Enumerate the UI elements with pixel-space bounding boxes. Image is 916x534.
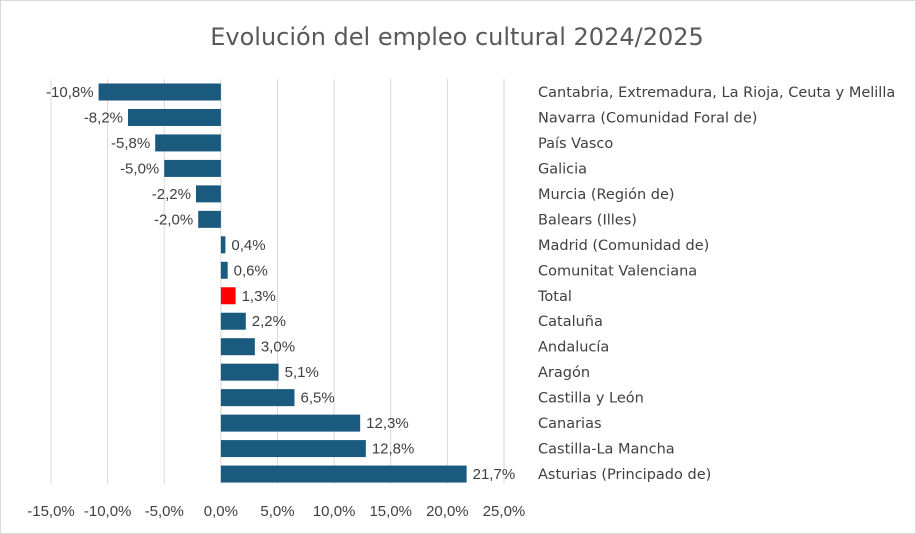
data-label: -5,0% <box>120 160 159 177</box>
bar <box>198 210 221 228</box>
data-label: 21,7% <box>473 466 516 483</box>
bar <box>220 261 228 279</box>
category-label: Total <box>537 289 572 305</box>
category-label: Galicia <box>538 161 587 177</box>
category-labels: Cantabria, Extremadura, La Rioja, Ceuta … <box>537 85 895 483</box>
data-labels: -10,8% -8,2% -5,8% -5,0% -2,2% -2,0% 0,4% 0,6% 1… <box>46 84 515 483</box>
bar <box>164 159 221 177</box>
category-label: Cantabria, Extremadura, La Rioja, Ceuta … <box>538 85 895 101</box>
x-tick-label: 25,0% <box>483 503 526 520</box>
bar <box>220 287 236 305</box>
bar <box>220 465 467 483</box>
data-label: 6,5% <box>300 390 334 407</box>
x-tick-label: 0,0% <box>204 503 238 520</box>
data-label: -2,2% <box>152 186 191 203</box>
bar <box>220 414 361 432</box>
data-label: 0,4% <box>231 237 265 254</box>
category-label: Aragón <box>538 365 590 381</box>
data-label: 12,8% <box>372 441 415 458</box>
chart-title: Evolución del empleo cultural 2024/2025 <box>210 23 704 51</box>
bar <box>220 338 255 356</box>
category-label: Asturias (Principado de) <box>538 467 711 483</box>
data-label: 1,3% <box>242 288 276 305</box>
bar <box>155 134 221 152</box>
data-label: -5,8% <box>111 135 150 152</box>
category-label: Castilla y León <box>538 391 644 407</box>
category-label: País Vasco <box>538 136 613 152</box>
x-tick-label: -10,0% <box>84 503 132 520</box>
bar <box>220 236 226 254</box>
data-label: 3,0% <box>261 339 295 356</box>
data-label: -10,8% <box>46 84 94 101</box>
data-label: 5,1% <box>285 364 319 381</box>
x-tick-label: 15,0% <box>369 503 412 520</box>
category-label: Canarias <box>538 416 602 432</box>
category-label: Cataluña <box>538 314 603 330</box>
bar <box>220 312 246 330</box>
data-label: 12,3% <box>366 415 409 432</box>
x-axis-tick-labels: -15,0% -10,0% -5,0% 0,0% 5,0% 10,0% 15,0% 20,0%… <box>27 503 525 520</box>
x-tick-label: 5,0% <box>260 503 294 520</box>
category-label: Comunitat Valenciana <box>538 263 697 279</box>
category-label: Navarra (Comunidad Foral de) <box>538 110 757 126</box>
category-label: Balears (Illes) <box>538 212 637 228</box>
data-label: 2,2% <box>252 313 286 330</box>
bar <box>128 108 221 126</box>
bar <box>220 389 295 407</box>
category-label: Castilla-La Mancha <box>538 442 675 458</box>
category-label: Murcia (Región de) <box>538 187 675 203</box>
x-tick-label: 20,0% <box>426 503 469 520</box>
data-label: -8,2% <box>84 109 123 126</box>
bar <box>220 363 279 381</box>
x-tick-label: -5,0% <box>145 503 184 520</box>
bar <box>195 185 221 203</box>
data-label: 0,6% <box>234 262 268 279</box>
bars <box>98 83 467 483</box>
x-tick-label: -15,0% <box>27 503 75 520</box>
category-label: Madrid (Comunidad de) <box>538 238 709 254</box>
bar <box>98 83 221 101</box>
x-tick-label: 10,0% <box>313 503 356 520</box>
category-label: Andalucía <box>538 340 609 356</box>
bar <box>220 440 366 458</box>
data-label: -2,0% <box>154 211 193 228</box>
